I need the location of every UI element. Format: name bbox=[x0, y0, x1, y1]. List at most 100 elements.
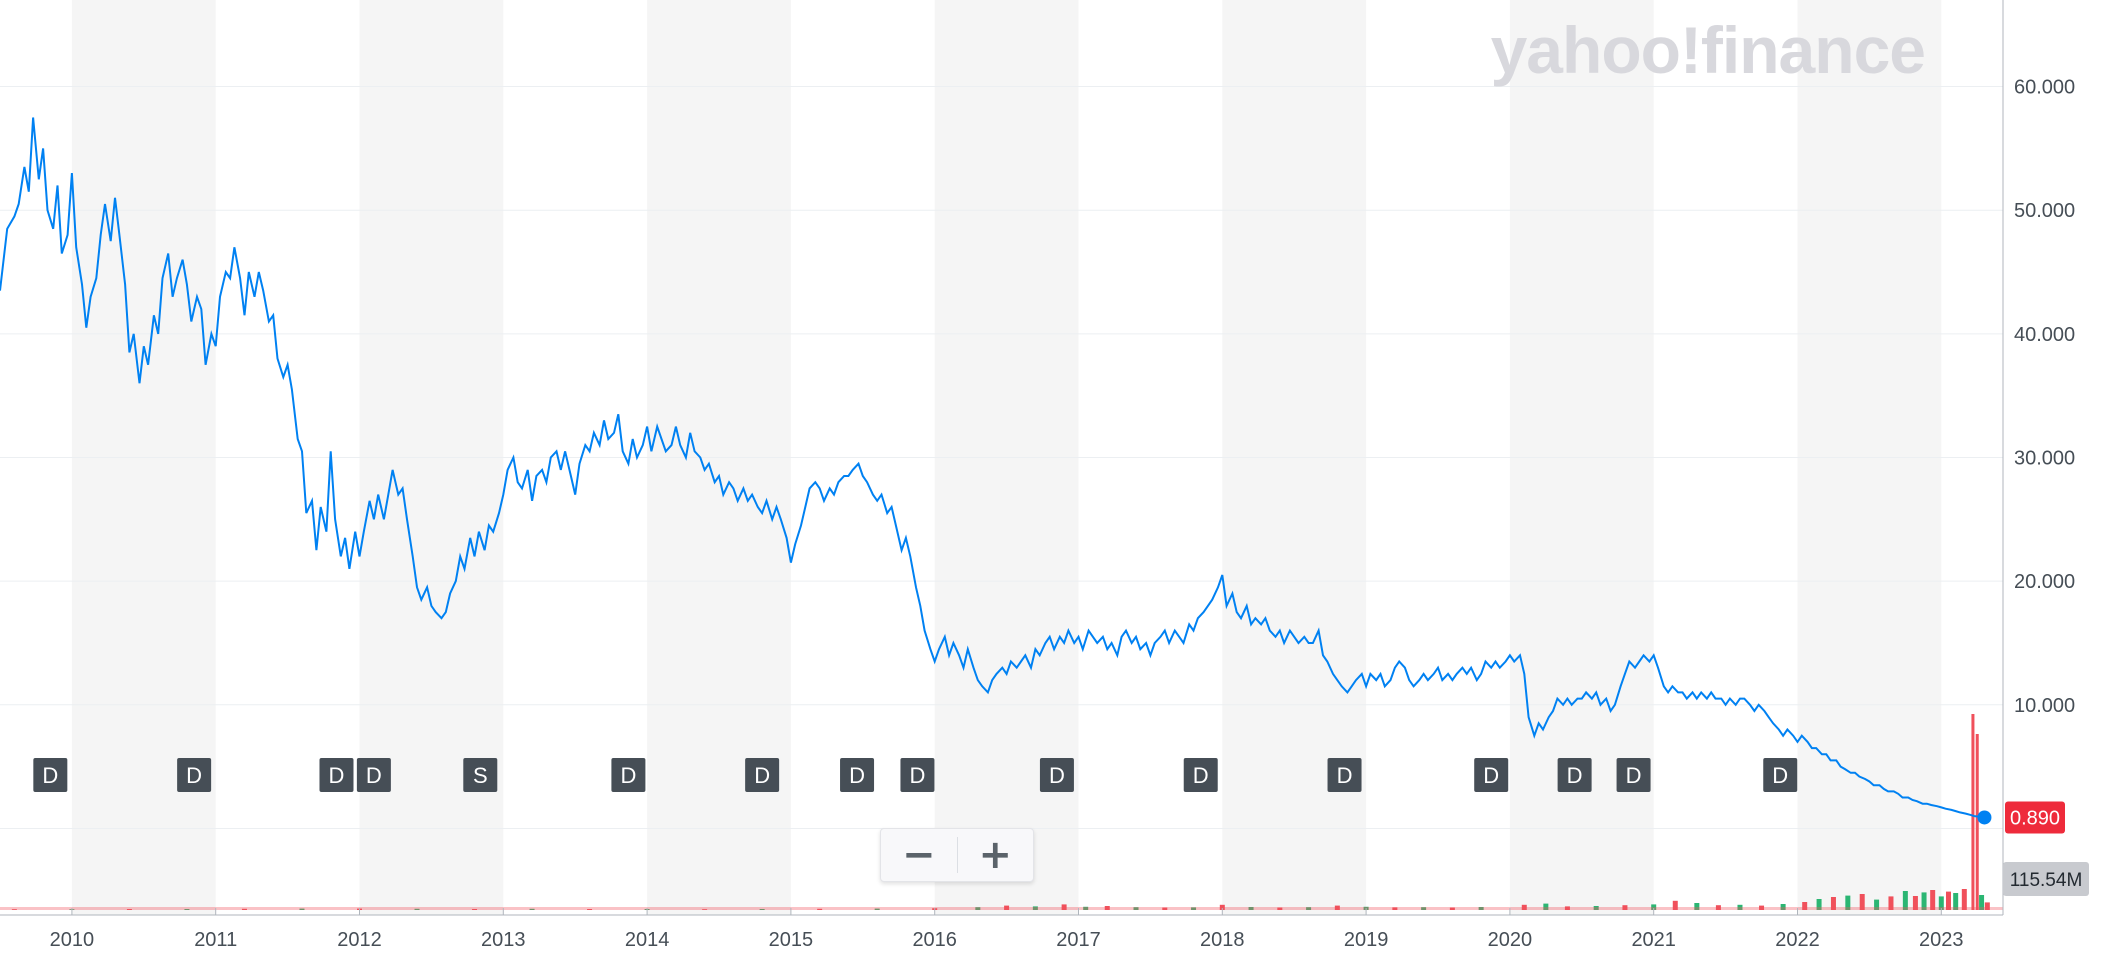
event-badge[interactable] bbox=[900, 758, 935, 792]
volume-bar bbox=[1953, 893, 1959, 910]
volume-bar bbox=[1888, 896, 1894, 910]
x-tick-label: 2021 bbox=[1631, 929, 1676, 951]
event-marker-d[interactable]: D bbox=[840, 758, 875, 792]
event-badge[interactable] bbox=[745, 758, 780, 792]
y-tick-label: 30.000 bbox=[2014, 448, 2075, 470]
x-tick-label: 2011 bbox=[194, 929, 237, 951]
event-marker-d[interactable]: D bbox=[1327, 758, 1362, 792]
event-marker-d[interactable]: D bbox=[1474, 758, 1509, 792]
event-badge-label: D bbox=[1049, 763, 1065, 788]
event-badge[interactable] bbox=[33, 758, 68, 792]
x-tick-label: 2013 bbox=[481, 929, 526, 951]
x-tick-label: 2010 bbox=[50, 929, 95, 951]
event-marker-d[interactable]: D bbox=[745, 758, 780, 792]
volume-bar bbox=[1759, 905, 1765, 910]
event-marker-d[interactable]: D bbox=[611, 758, 646, 792]
volume-bar bbox=[1219, 904, 1225, 910]
volume-bar bbox=[1845, 895, 1851, 910]
volume-bar bbox=[529, 908, 535, 910]
event-marker-d[interactable]: D bbox=[33, 758, 68, 792]
volume-bar bbox=[874, 908, 880, 910]
event-marker-d[interactable]: D bbox=[319, 758, 354, 792]
event-marker-d[interactable]: D bbox=[1039, 758, 1074, 792]
event-badge[interactable] bbox=[1183, 758, 1218, 792]
volume-bar bbox=[1306, 907, 1312, 910]
volume-bar bbox=[1133, 907, 1139, 910]
event-marker-d[interactable]: D bbox=[177, 758, 212, 792]
event-marker-d[interactable]: D bbox=[1557, 758, 1592, 792]
event-marker-d[interactable]: D bbox=[356, 758, 391, 792]
price-line bbox=[0, 117, 1985, 819]
event-marker-d[interactable]: D bbox=[1616, 758, 1651, 792]
volume-bar bbox=[1930, 890, 1936, 910]
volume-bar bbox=[1421, 907, 1427, 910]
x-tick-label: 2023 bbox=[1919, 929, 1964, 951]
volume-bar bbox=[1912, 896, 1918, 910]
event-badge[interactable] bbox=[1474, 758, 1509, 792]
volume-bar bbox=[1802, 902, 1808, 910]
volume-bar bbox=[414, 908, 420, 910]
volume-bar bbox=[241, 908, 247, 910]
event-badge[interactable] bbox=[1616, 758, 1651, 792]
event-badge[interactable] bbox=[1763, 758, 1798, 792]
zoom-in-button[interactable]: + bbox=[978, 832, 1012, 878]
volume-bar bbox=[1979, 895, 1985, 910]
event-badge[interactable] bbox=[319, 758, 354, 792]
volume-tag-box bbox=[2003, 862, 2089, 896]
volume-bar bbox=[1651, 904, 1657, 910]
event-badge-label: D bbox=[186, 763, 202, 788]
last-price-tag bbox=[2005, 801, 2065, 834]
event-marker-s[interactable]: S bbox=[463, 758, 498, 792]
event-badge[interactable] bbox=[611, 758, 646, 792]
volume-bar bbox=[1975, 734, 1979, 910]
volume-bar bbox=[759, 909, 765, 910]
x-tick-label: 2017 bbox=[1056, 929, 1101, 951]
event-badge[interactable] bbox=[1327, 758, 1362, 792]
volume-bar bbox=[1694, 903, 1700, 910]
volume-bar bbox=[587, 909, 593, 910]
volume-bar bbox=[1859, 894, 1865, 910]
volume-bar bbox=[702, 909, 708, 910]
last-price-dot bbox=[1977, 810, 1992, 825]
event-badge[interactable] bbox=[177, 758, 212, 792]
x-tick-label: 2019 bbox=[1344, 929, 1389, 951]
volume-tag-value: 115.54M bbox=[2010, 870, 2083, 891]
volume-bar bbox=[1816, 899, 1822, 910]
x-tick-label: 2022 bbox=[1775, 929, 1820, 951]
volume-bar bbox=[1191, 907, 1197, 910]
event-marker-d[interactable]: D bbox=[1763, 758, 1798, 792]
last-price-marker: 0.890 bbox=[1977, 801, 2065, 834]
volume-bar bbox=[1083, 906, 1089, 910]
volume-bar bbox=[1938, 896, 1944, 910]
event-marker-d[interactable]: D bbox=[900, 758, 935, 792]
event-badge-label: D bbox=[1626, 763, 1642, 788]
volume-bar bbox=[1104, 906, 1110, 910]
grid-lines bbox=[0, 86, 2003, 829]
volume-bar bbox=[1737, 904, 1743, 910]
volume-bar bbox=[1032, 906, 1038, 910]
event-badge[interactable] bbox=[1557, 758, 1592, 792]
volume-bar bbox=[1971, 714, 1975, 910]
event-marker-d[interactable]: D bbox=[1183, 758, 1218, 792]
event-badge[interactable] bbox=[463, 758, 498, 792]
volume-bar bbox=[11, 909, 17, 910]
volume-bar bbox=[299, 908, 305, 910]
x-axis-ticks: 2010 2011 2012 2013 2014 2015 2016 2017 2018 2019… bbox=[0, 908, 2003, 951]
zoom-out-button[interactable]: − bbox=[901, 832, 936, 878]
event-badge[interactable] bbox=[356, 758, 391, 792]
y-tick-label: 50.000 bbox=[2014, 200, 2075, 222]
x-tick-label: 2014 bbox=[625, 929, 670, 951]
volume-bar bbox=[1874, 899, 1880, 910]
zoom-separator bbox=[956, 837, 958, 873]
event-badge-label: D bbox=[366, 763, 382, 788]
event-badge[interactable] bbox=[1039, 758, 1074, 792]
yahoo-finance-watermark: yahoo!finance bbox=[1491, 13, 1925, 87]
volume-bar bbox=[1004, 905, 1010, 910]
volume-bar bbox=[1961, 889, 1967, 910]
volume-bar bbox=[1334, 905, 1340, 910]
volume-bar bbox=[1248, 907, 1254, 910]
event-badge[interactable] bbox=[840, 758, 875, 792]
